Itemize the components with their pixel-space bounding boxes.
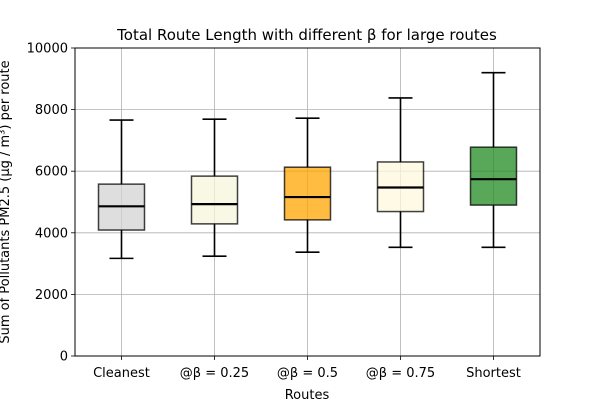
x-tick-label: @β = 0.5 [277, 366, 338, 381]
y-axis-label: Sum of Pollutants PM2.5 (μg / m³) per ro… [0, 60, 13, 343]
iqr-box [469, 146, 518, 206]
box-2 [190, 118, 239, 258]
x-tick-label: Cleanest [93, 366, 150, 381]
x-tick-label: @β = 0.25 [180, 366, 249, 381]
y-tick-label: 4000 [35, 226, 68, 241]
x-tick-label: @β = 0.75 [366, 366, 435, 381]
boxes [97, 71, 518, 260]
x-axis-label: Routes [285, 388, 330, 400]
chart-title: Total Route Length with different β for … [116, 26, 497, 44]
y-tick-label: 6000 [35, 165, 68, 180]
iqr-box [283, 166, 332, 221]
box-4 [376, 97, 425, 249]
y-tick-label: 0 [60, 350, 68, 365]
iqr-box [190, 175, 239, 225]
box-1 [97, 119, 146, 260]
x-axis-ticks: Cleanest @β = 0.25 @β = 0.5 @β = 0.75 Shorte… [93, 356, 521, 381]
y-axis-ticks: 0 2000 4000 6000 8000 10000 [27, 42, 75, 365]
y-tick-label: 8000 [35, 103, 68, 118]
box-5 [469, 71, 518, 249]
y-tick-label: 2000 [35, 288, 68, 303]
x-tick-label: Shortest [466, 366, 521, 381]
y-tick-label: 10000 [27, 42, 68, 57]
box-3 [283, 117, 332, 254]
